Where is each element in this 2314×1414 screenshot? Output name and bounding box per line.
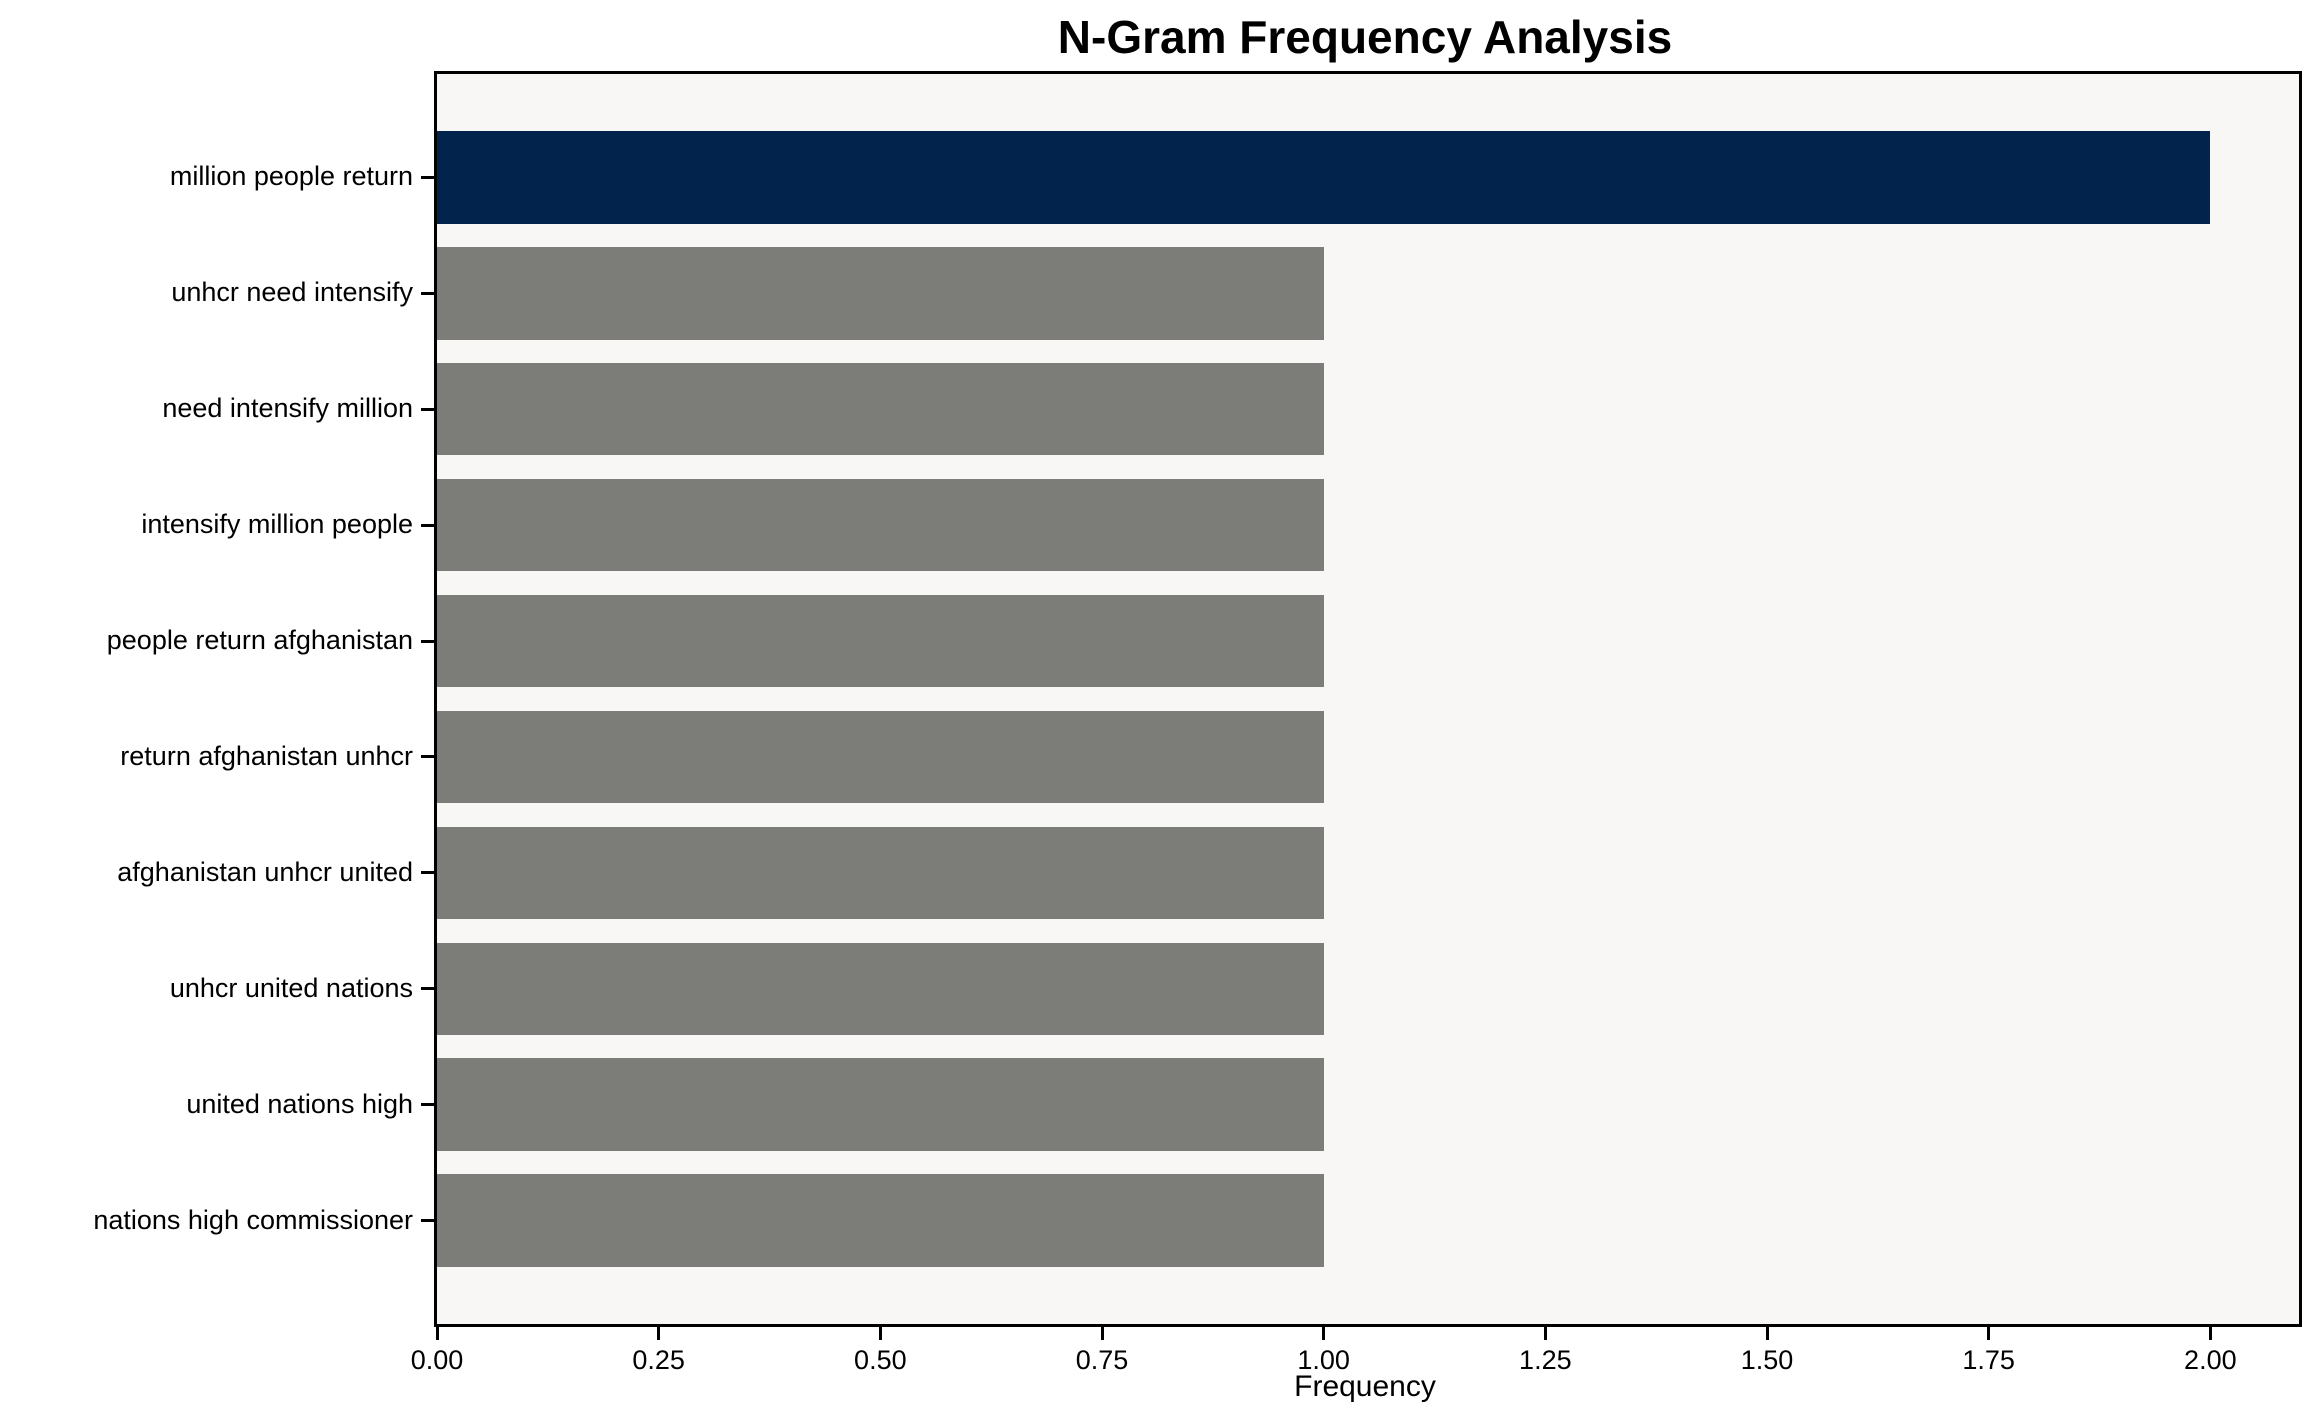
bar	[437, 1174, 1324, 1268]
y-tick-label: need intensify million	[162, 393, 413, 424]
bar	[437, 594, 1324, 688]
x-tick-label: 1.75	[1962, 1345, 2015, 1375]
bar	[437, 942, 1324, 1036]
y-tick-label: afghanistan unhcr united	[117, 856, 413, 887]
y-tick-mark	[421, 175, 434, 179]
y-tick-label: intensify million people	[141, 509, 413, 540]
y-tick-label: unhcr need intensify	[171, 277, 413, 308]
y-tick-mark	[421, 1219, 434, 1223]
x-tick-label: 1.25	[1519, 1345, 1572, 1375]
bar	[437, 246, 1324, 340]
bar	[437, 130, 2211, 224]
x-tick-mark	[1765, 1327, 1769, 1340]
y-tick-mark	[421, 755, 434, 759]
y-tick-mark	[421, 871, 434, 875]
x-tick-mark	[657, 1327, 661, 1340]
x-tick-label: 1.00	[1297, 1345, 1350, 1375]
y-tick-mark	[421, 523, 434, 527]
x-tick-mark	[1322, 1327, 1326, 1340]
bar	[437, 478, 1324, 572]
x-tick-mark	[878, 1327, 882, 1340]
y-tick-mark	[421, 987, 434, 991]
x-axis-label: Frequency	[1294, 1370, 1436, 1403]
y-tick-label: nations high commissioner	[93, 1204, 413, 1235]
x-tick-mark	[435, 1327, 439, 1340]
bar	[437, 362, 1324, 456]
x-tick-label: 2.00	[2184, 1345, 2237, 1375]
y-tick-label: return afghanistan unhcr	[120, 740, 413, 771]
bar	[437, 826, 1324, 920]
x-tick-mark	[1543, 1327, 1547, 1340]
x-tick-label: 0.50	[854, 1345, 907, 1375]
x-tick-mark	[1100, 1327, 1104, 1340]
x-tick-mark	[2208, 1327, 2212, 1340]
y-tick-mark	[421, 639, 434, 643]
y-tick-label: people return afghanistan	[106, 625, 413, 656]
x-tick-label: 0.00	[410, 1345, 464, 1375]
y-tick-label: unhcr united nations	[169, 972, 413, 1003]
bar	[437, 710, 1324, 804]
x-tick-label: 0.75	[1075, 1345, 1129, 1375]
bar	[437, 1058, 1324, 1152]
y-tick-mark	[421, 407, 434, 411]
x-tick-label: 0.25	[632, 1345, 685, 1375]
y-tick-label: million people return	[169, 161, 413, 192]
y-tick-mark	[421, 291, 434, 295]
x-tick-mark	[1987, 1327, 1991, 1340]
y-tick-mark	[421, 1103, 434, 1107]
plot-area	[434, 71, 2302, 1327]
chart-title: N-Gram Frequency Analysis	[1057, 11, 1673, 63]
x-tick-label: 1.50	[1740, 1345, 1794, 1375]
y-tick-label: united nations high	[186, 1088, 413, 1119]
